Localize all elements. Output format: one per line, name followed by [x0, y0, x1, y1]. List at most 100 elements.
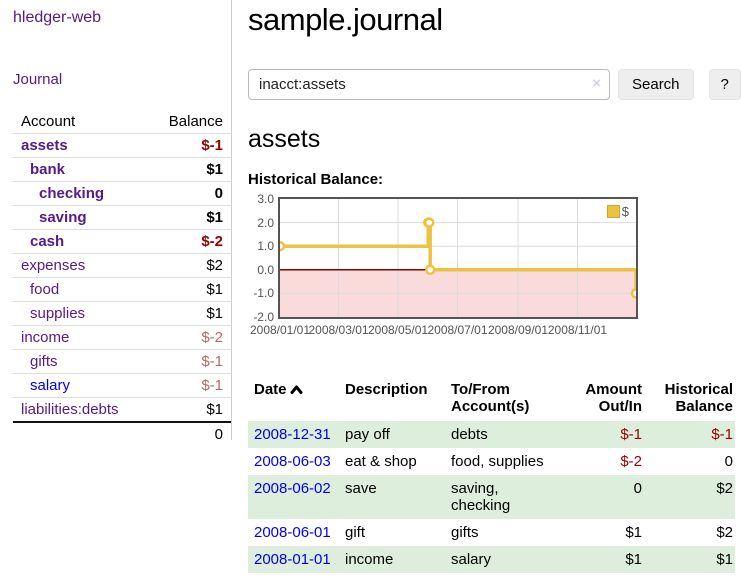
register-date-link[interactable]: 2008-06-01 [254, 524, 331, 541]
register-header-row: Date Description To/From Account(s) Amou… [248, 379, 735, 421]
page-title: sample.journal [248, 2, 443, 37]
register-header-amount: Amount Out/In [585, 381, 642, 415]
register-row[interactable]: 2008-06-02 save saving, checking 0 $2 [248, 475, 735, 519]
account-link[interactable]: salary [30, 377, 71, 394]
account-balance: $-2 [150, 229, 231, 254]
account-row: expenses $2 [13, 253, 231, 278]
register-accounts: debts [451, 426, 488, 443]
account-row: supplies $1 [13, 301, 231, 326]
account-balance: $-2 [150, 325, 231, 350]
chart-canvas [280, 199, 636, 317]
register-date-link[interactable]: 2008-06-02 [254, 480, 331, 497]
app-title-link[interactable]: hledger-web [13, 9, 102, 26]
accounts-header-account: Account [13, 110, 151, 134]
chart-y-axis: 3.0 2.0 1.0 0.0 -1.0 -2.0 [248, 192, 276, 324]
y-tick-label: 3.0 [257, 192, 274, 206]
register-balance: 0 [724, 453, 733, 470]
chart-x-axis: 2008/01/01 2008/03/01 2008/05/01 2008/07/01… [250, 321, 638, 337]
account-balance: $1 [150, 157, 231, 182]
register-balance: $1 [716, 551, 733, 568]
register-accounts: salary [451, 551, 492, 568]
balance-chart: 3.0 2.0 1.0 0.0 -1.0 -2.0 $ 2008/01/01 2008/03… [248, 192, 735, 359]
register-description: save [345, 480, 377, 497]
x-tick-label: 2008/05/01 [367, 323, 429, 337]
x-tick-label: 2008/01/01 [249, 323, 311, 337]
register-amount: $-2 [620, 453, 642, 470]
accounts-header-balance: Balance [150, 110, 231, 134]
help-button[interactable]: ? [708, 69, 741, 100]
register-table: Date Description To/From Account(s) Amou… [248, 379, 735, 573]
search-button[interactable]: Search [618, 69, 694, 100]
accounts-total-value: 0 [150, 421, 231, 446]
account-row: assets $-1 [13, 133, 231, 158]
clear-search-icon[interactable]: × [592, 75, 601, 92]
register-header-accounts: To/From Account(s) [451, 381, 530, 415]
account-link[interactable]: expenses [21, 257, 86, 274]
register-amount: $1 [625, 551, 642, 568]
account-link[interactable]: food [30, 281, 60, 298]
search-bar: × Search ? [248, 69, 741, 100]
register-amount: 0 [633, 480, 642, 497]
register-header-balance: Historical Balance [664, 381, 733, 415]
account-link[interactable]: liabilities:debts [21, 401, 119, 418]
account-heading: assets [248, 125, 321, 153]
account-row: income $-2 [13, 325, 231, 350]
register-description: pay off [345, 426, 390, 443]
account-link[interactable]: checking [39, 185, 105, 202]
register-balance: $2 [716, 480, 733, 497]
register-date-link[interactable]: 2008-12-31 [254, 426, 331, 443]
account-row: cash $-2 [13, 229, 231, 254]
account-link[interactable]: supplies [30, 305, 86, 322]
register-row[interactable]: 2008-06-03 eat & shop food, supplies $-2 0 [248, 448, 735, 475]
y-tick-label: 1.0 [257, 239, 274, 254]
account-row: saving $1 [13, 205, 231, 230]
register-accounts: food, supplies [451, 453, 544, 470]
search-input[interactable] [248, 69, 610, 100]
account-row: gifts $-1 [13, 349, 231, 374]
account-row: checking 0 [13, 181, 231, 206]
account-link[interactable]: bank [30, 161, 66, 178]
register-balance: $2 [716, 524, 733, 541]
register-accounts: gifts [451, 524, 479, 541]
account-link[interactable]: gifts [30, 353, 58, 370]
account-balance: 0 [150, 181, 231, 206]
register-tbody: 2008-12-31 pay off debts $-1 $-1 2008-06-03 ea… [248, 421, 735, 573]
register-row[interactable]: 2008-06-01 gift gifts $1 $2 [248, 519, 735, 546]
x-tick-label: 2008/07/01 [427, 323, 488, 337]
legend-swatch [606, 205, 620, 218]
account-row: bank $1 [13, 157, 231, 182]
sidebar: hledger-web Journal Account Balance asse… [0, 0, 232, 446]
account-link[interactable]: saving [39, 209, 87, 226]
register-date-link[interactable]: 2008-06-03 [254, 453, 331, 470]
register-header-date[interactable]: Date [248, 379, 345, 421]
register-description: gift [345, 524, 366, 541]
register-row[interactable]: 2008-01-01 income salary $1 $1 [248, 546, 735, 573]
y-tick-label: 0.0 [257, 262, 274, 277]
register-description: eat & shop [345, 453, 417, 470]
chart-title: Historical Balance: [248, 171, 384, 188]
account-balance: $-1 [150, 133, 231, 158]
accounts-tbody: assets $-1 bank $1 checking 0 saving $1 cash $-2 e… [13, 133, 231, 423]
sidebar-item-journal[interactable]: Journal [13, 71, 63, 88]
account-link[interactable]: assets [21, 137, 68, 154]
accounts-total-row: 0 [13, 421, 231, 446]
y-tick-label: -2.0 [253, 310, 274, 324]
register-amount: $1 [625, 524, 642, 541]
account-row: food $1 [13, 277, 231, 302]
account-link[interactable]: income [21, 329, 70, 346]
account-balance: $-1 [150, 349, 231, 374]
main-content: sample.journal × Search ? assets Histori… [248, 0, 741, 573]
account-balance: $2 [150, 253, 231, 278]
account-link[interactable]: cash [30, 233, 65, 250]
chart-plot-area: $ [278, 197, 638, 319]
sort-ascending-icon [290, 382, 303, 399]
register-accounts: saving, checking [451, 480, 511, 514]
legend-label: $ [621, 204, 629, 219]
register-balance: $-1 [711, 426, 733, 443]
account-balance: $1 [150, 301, 231, 326]
chart-legend: $ [606, 204, 629, 219]
accounts-table: Account Balance assets $-1 bank $1 checking 0… [13, 110, 231, 446]
register-row[interactable]: 2008-12-31 pay off debts $-1 $-1 [248, 421, 735, 448]
x-tick-label: 2008/03/01 [308, 323, 369, 337]
register-date-link[interactable]: 2008-01-01 [254, 551, 331, 568]
